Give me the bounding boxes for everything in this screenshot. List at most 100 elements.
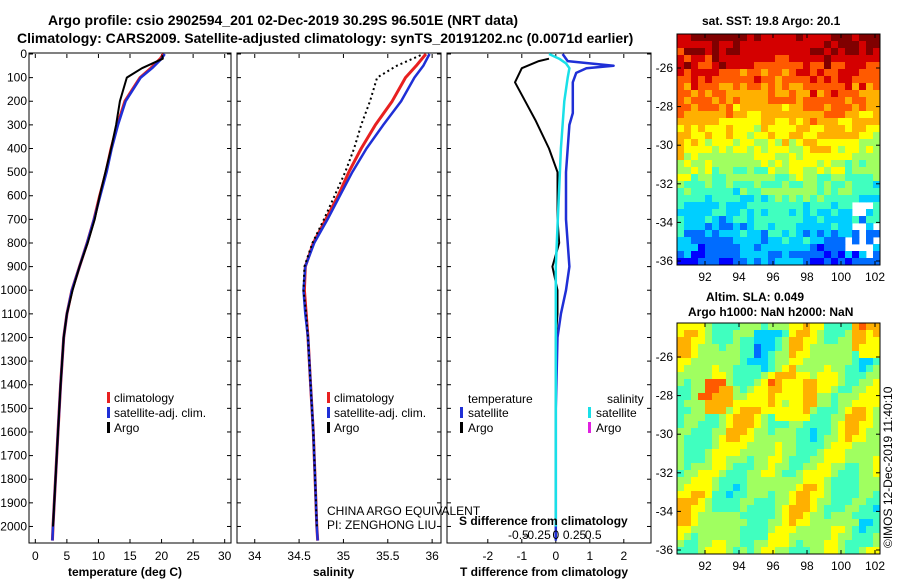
map-cell xyxy=(747,449,755,457)
map-cell xyxy=(873,386,881,394)
map-cell xyxy=(726,512,734,520)
map-cell xyxy=(733,470,741,478)
map-cell xyxy=(712,435,720,443)
map-cell xyxy=(803,372,811,380)
map-cell xyxy=(845,386,853,394)
map-cell xyxy=(845,540,853,548)
map-cell xyxy=(824,181,832,189)
map-cell xyxy=(852,188,860,196)
map-cell xyxy=(782,491,790,499)
map-cell xyxy=(796,104,804,112)
map-cell xyxy=(747,351,755,359)
map-cell xyxy=(782,428,790,436)
map-cell xyxy=(768,216,776,224)
map-cell xyxy=(789,83,797,91)
map-cell xyxy=(733,153,741,161)
map-cell xyxy=(691,153,699,161)
map-cell xyxy=(768,153,776,161)
map-cell xyxy=(831,132,839,140)
map-cell xyxy=(838,477,846,485)
map-cell xyxy=(817,491,825,499)
map-cell xyxy=(691,69,699,77)
map-cell xyxy=(803,463,811,471)
map-cell xyxy=(740,456,748,464)
map-cell xyxy=(733,491,741,499)
map-cell xyxy=(810,69,818,77)
map-cell xyxy=(817,223,825,231)
map-cell xyxy=(740,181,748,189)
map-cell xyxy=(677,456,685,464)
map-cell xyxy=(768,251,776,259)
map-cell xyxy=(803,442,811,450)
map-y-tick-label: -36 xyxy=(656,254,674,268)
map-cell xyxy=(782,400,790,408)
map-cell xyxy=(838,393,846,401)
map-cell xyxy=(873,505,881,513)
map-cell xyxy=(705,251,713,259)
map-cell xyxy=(775,146,783,154)
map-cell xyxy=(754,258,762,266)
map-cell xyxy=(740,174,748,182)
map-cell xyxy=(761,251,769,259)
map-cell xyxy=(768,181,776,189)
map-cell xyxy=(838,97,846,105)
map-cell xyxy=(733,414,741,422)
map-cell xyxy=(866,456,874,464)
map-cell xyxy=(705,414,713,422)
map-cell xyxy=(726,519,734,527)
map-cell xyxy=(754,202,762,210)
map-cell xyxy=(845,153,853,161)
legend-swatch xyxy=(327,392,330,403)
map-cell xyxy=(768,400,776,408)
map-cell xyxy=(698,414,706,422)
map-cell xyxy=(705,470,713,478)
map-cell xyxy=(782,174,790,182)
float-annotation-line2: PI: ZENGHONG LIU xyxy=(327,518,436,532)
map-cell xyxy=(873,216,881,224)
map-cell xyxy=(810,435,818,443)
map-cell xyxy=(845,160,853,168)
map-cell xyxy=(817,547,825,555)
map-cell xyxy=(754,83,762,91)
salinity-panel-frame xyxy=(236,52,442,544)
map-cell xyxy=(719,512,727,520)
map-cell xyxy=(712,323,720,331)
map-cell xyxy=(810,421,818,429)
map-cell xyxy=(859,449,867,457)
map-cell xyxy=(789,358,797,366)
map-cell xyxy=(677,111,685,119)
map-cell xyxy=(796,449,804,457)
map-cell xyxy=(803,407,811,415)
map-cell xyxy=(789,195,797,203)
map-cell xyxy=(838,174,846,182)
map-cell xyxy=(873,258,881,266)
map-cell xyxy=(691,442,699,450)
map-cell xyxy=(824,111,832,119)
map-cell xyxy=(810,139,818,147)
map-cell xyxy=(873,491,881,499)
map-cell xyxy=(824,519,832,527)
map-cell xyxy=(859,195,867,203)
map-cell xyxy=(838,421,846,429)
map-cell xyxy=(782,111,790,119)
legend-swatch xyxy=(460,407,463,418)
map-cell xyxy=(775,512,783,520)
map-cell xyxy=(768,55,776,63)
map-cell xyxy=(859,421,867,429)
s-tick-label: 0.25 xyxy=(563,528,587,542)
map-cell xyxy=(726,34,734,42)
map-cell xyxy=(817,174,825,182)
map-cell xyxy=(866,330,874,338)
map-cell xyxy=(831,533,839,541)
map-cell xyxy=(733,34,741,42)
map-cell xyxy=(824,153,832,161)
map-cell xyxy=(768,477,776,485)
map-cell xyxy=(726,97,734,105)
x-tick-label: 0 xyxy=(552,549,559,563)
map-cell xyxy=(866,41,874,49)
map-cell xyxy=(705,181,713,189)
map-cell xyxy=(677,174,685,182)
map-cell xyxy=(782,456,790,464)
map-cell xyxy=(740,449,748,457)
map-cell xyxy=(824,76,832,84)
